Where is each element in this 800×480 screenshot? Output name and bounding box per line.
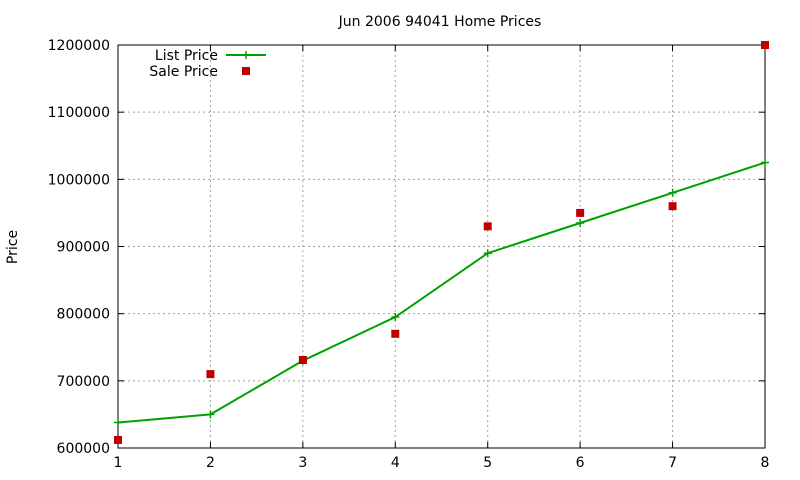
legend-swatch-marker: [242, 51, 250, 59]
legend-label: List Price: [155, 48, 218, 64]
y-tick-label: 700000: [57, 374, 110, 390]
x-tick-label: 4: [391, 455, 400, 471]
legend-label: Sale Price: [149, 64, 218, 80]
x-tick-label: 6: [576, 455, 585, 471]
data-point: [668, 188, 677, 197]
chart-title: Jun 2006 94041 Home Prices: [338, 14, 542, 30]
series-line: [117, 161, 766, 424]
data-point: [576, 218, 585, 227]
data-point: [391, 313, 400, 322]
x-tick-label: 1: [114, 455, 123, 471]
y-tick-label: 1100000: [48, 105, 110, 121]
x-tick-label: 2: [206, 455, 215, 471]
data-point: [391, 329, 400, 338]
data-point: [483, 222, 492, 231]
x-tick-label: 8: [761, 455, 770, 471]
data-point: [114, 418, 122, 427]
series-sale-price: [114, 41, 769, 444]
x-tick-label: 3: [298, 455, 307, 471]
data-point: [761, 41, 769, 49]
series-layer: [114, 41, 769, 444]
data-point: [761, 158, 769, 167]
data-point: [483, 249, 492, 258]
x-tick-label: 5: [483, 455, 492, 471]
legend-swatch: [242, 67, 250, 75]
x-tick-label: 7: [668, 455, 677, 471]
data-point: [298, 356, 307, 365]
plot-frame: [117, 44, 766, 449]
y-tick-label: 600000: [57, 441, 110, 457]
y-tick-label: 800000: [57, 307, 110, 323]
grid: [118, 45, 765, 448]
y-tick-label: 1200000: [48, 38, 110, 54]
axis-ticks: 6000007000008000009000001000000110000012…: [48, 38, 770, 471]
y-tick-label: 900000: [57, 240, 110, 256]
y-tick-label: 1000000: [48, 172, 110, 188]
data-point: [114, 435, 122, 444]
y-axis-label: Price: [5, 230, 21, 264]
series-list-price: [114, 158, 769, 427]
data-point: [206, 410, 215, 419]
data-point: [668, 202, 677, 211]
data-point: [206, 370, 215, 379]
data-point: [576, 208, 585, 217]
